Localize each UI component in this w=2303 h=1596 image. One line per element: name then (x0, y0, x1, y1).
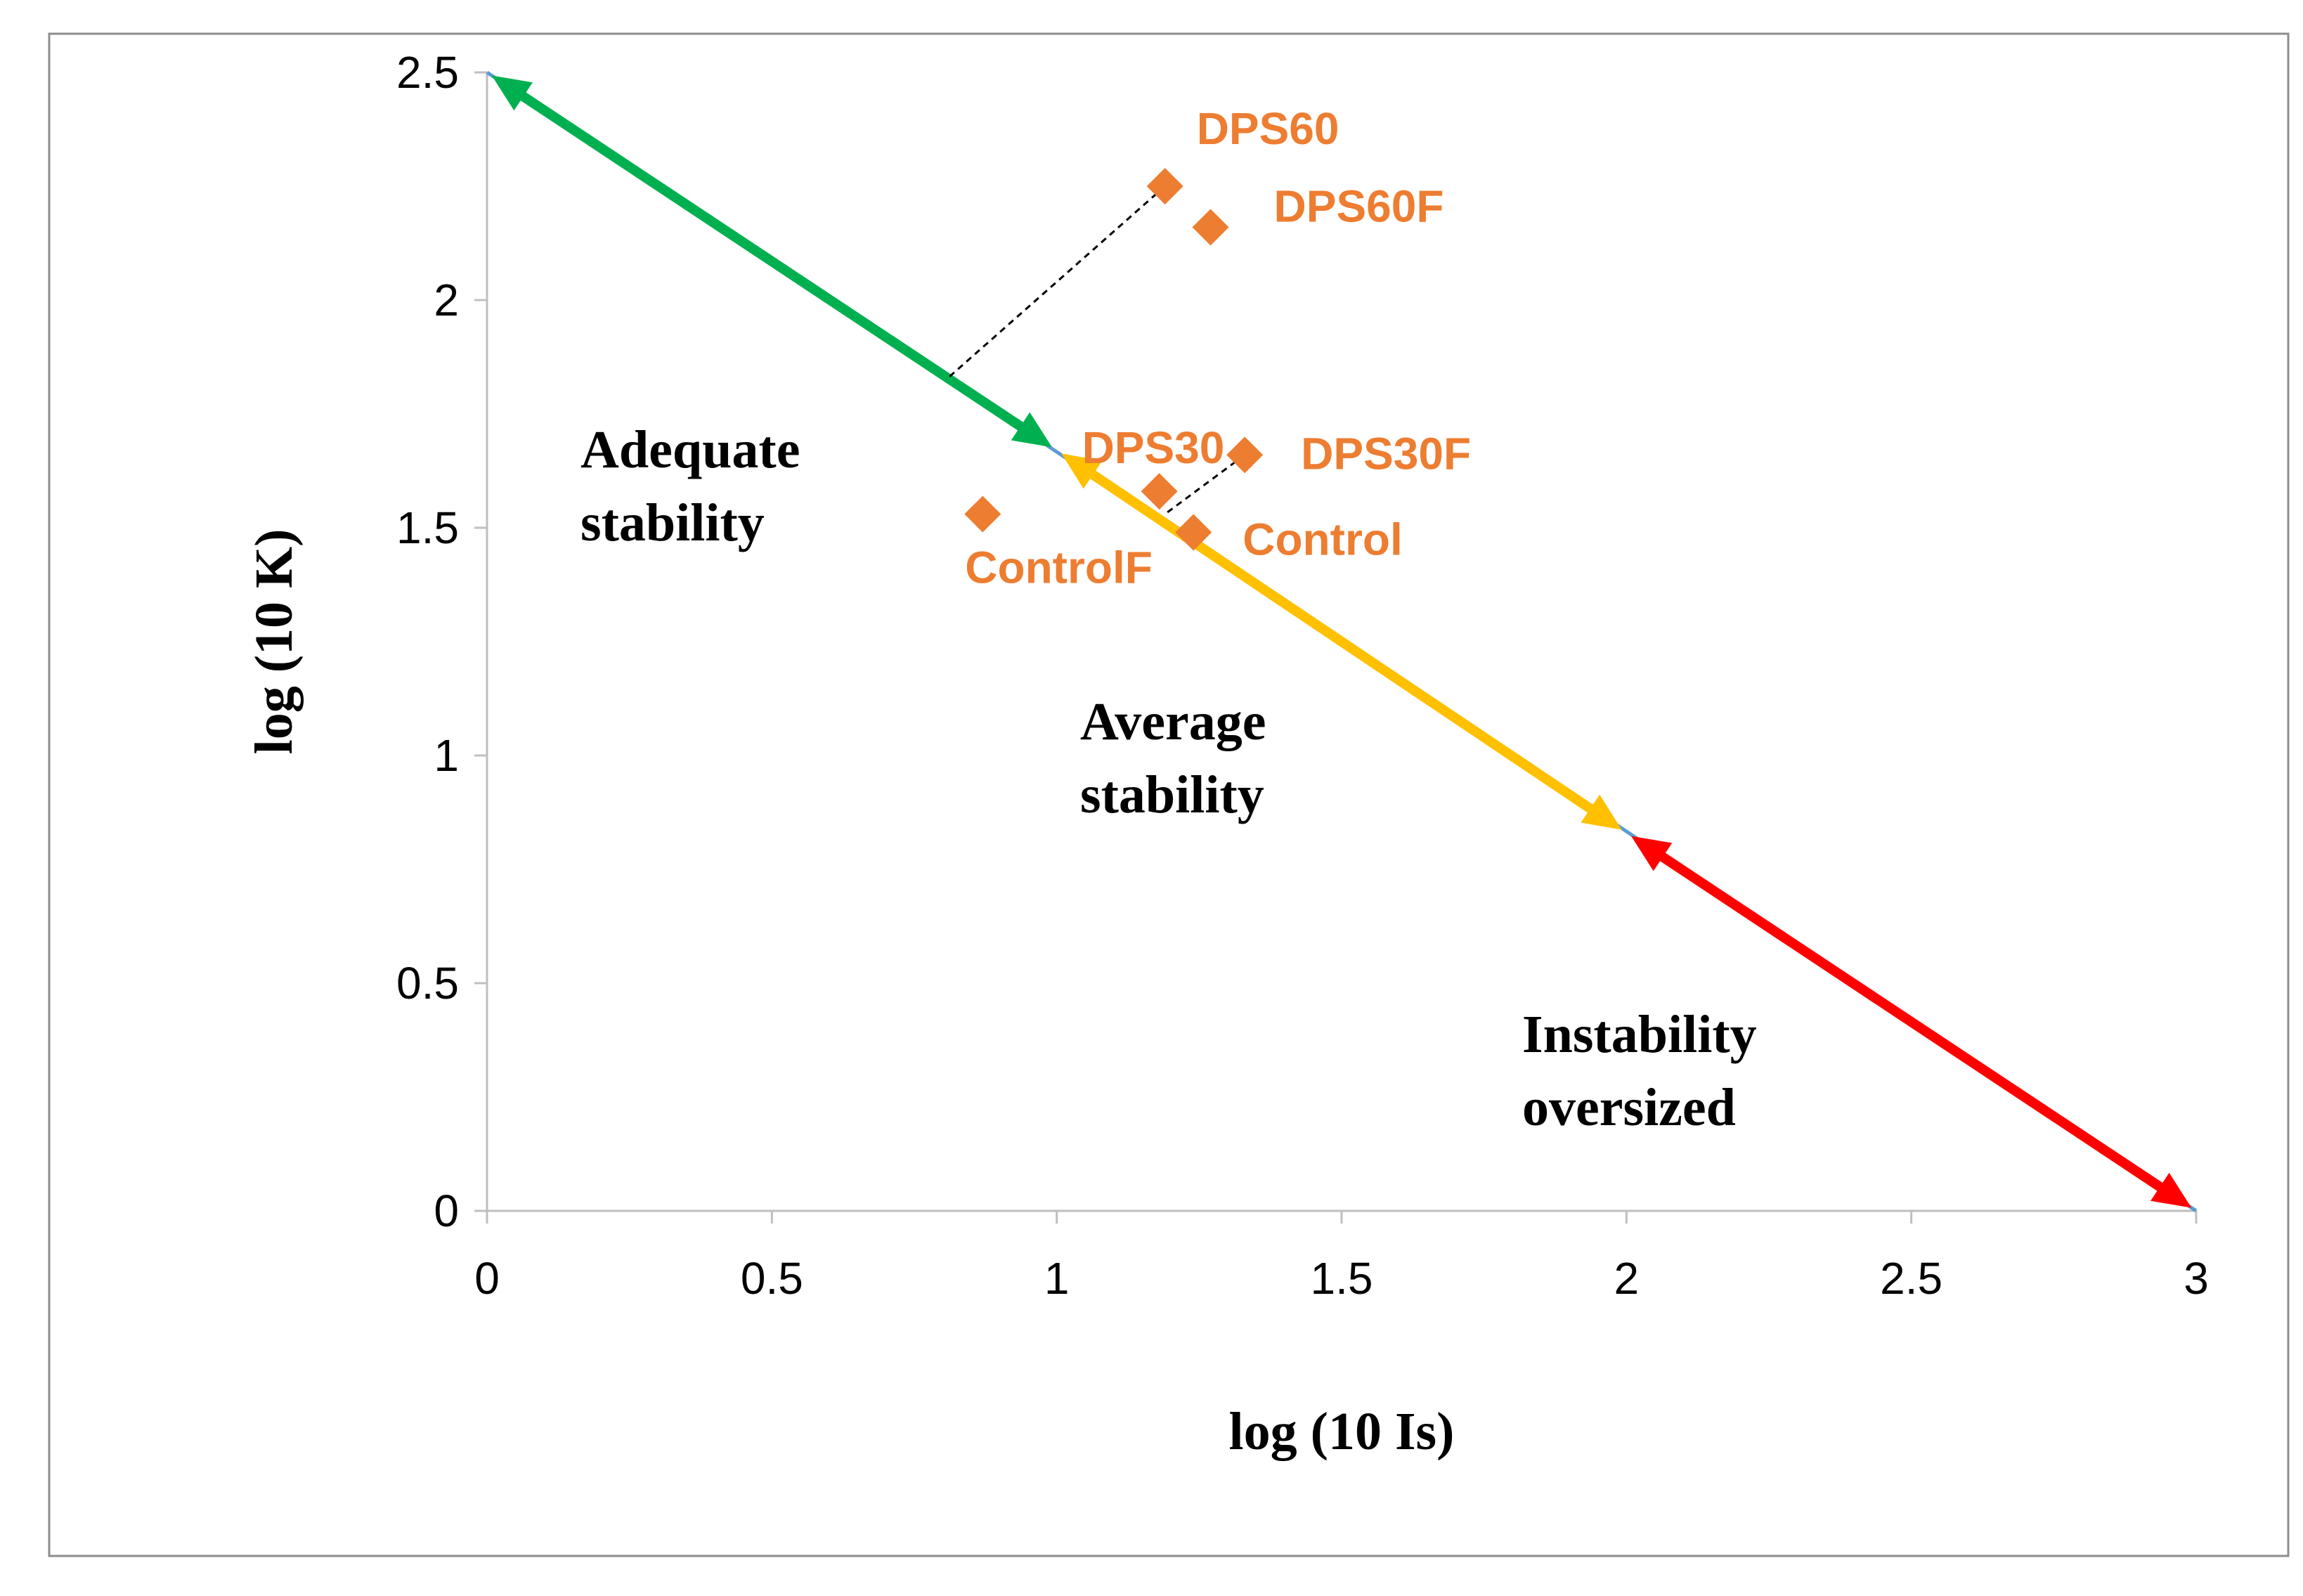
data-point-dps30f (1226, 436, 1264, 474)
instability-region-label-line-2: oversized (1522, 1078, 1736, 1137)
y-tick-label: 1.5 (396, 502, 459, 553)
point-label-dps30: DPS30 (1082, 422, 1225, 473)
data-point-dps30 (1141, 473, 1178, 510)
y-axis-title: log (10 K) (245, 529, 304, 755)
x-tick-label: 1 (1044, 1253, 1070, 1304)
adequate-arrowhead-end (1011, 412, 1053, 448)
average-arrowhead-end (1581, 794, 1622, 830)
instability-arrowhead-end (2150, 1172, 2192, 1208)
y-tick-label: 2.5 (396, 47, 459, 98)
average-stability-line (1077, 462, 1606, 822)
x-tick-label: 1.5 (1311, 1253, 1373, 1304)
chart-border (48, 32, 2290, 1557)
point-label-control: Control (1243, 514, 1403, 564)
average-arrowhead-start (1061, 453, 1103, 489)
dashed-guide-2 (1164, 454, 1246, 515)
point-label-controlf: ControlF (965, 543, 1153, 593)
data-point-dps60 (1146, 168, 1183, 205)
instability-region-label-line-1: Instability (1522, 1005, 1757, 1064)
dashed-guide-1 (947, 185, 1166, 379)
labels: DPS60 DPS60F DPS30 DPS30F Control ControlF Ade… (580, 103, 1757, 1137)
x-tick-label: 2.5 (1880, 1253, 1942, 1304)
adequate-region-label-line-2: stability (580, 493, 765, 552)
point-label-dps60: DPS60 (1197, 103, 1339, 154)
data-point-controlf (964, 495, 1001, 533)
y-tick-label: 1 (434, 730, 459, 781)
stability-lines (486, 70, 2198, 1213)
instability-arrowhead-start (1630, 836, 1673, 871)
adequate-stability-line (507, 84, 1036, 439)
data-point-dps60f (1192, 209, 1229, 246)
x-tick-label: 2 (1614, 1253, 1640, 1304)
dashed-guides (947, 185, 1246, 515)
data-points (964, 168, 1264, 551)
point-label-dps60f: DPS60F (1274, 181, 1444, 231)
adequate-region-label-line-1: Adequate (580, 420, 800, 479)
axes: 0 0.5 1 1.5 2 2.5 3 0 0.5 1 1.5 2 2.5 log (10 Is) log … (245, 47, 2209, 1461)
x-tick-label: 0 (474, 1253, 500, 1304)
average-region-label-line-2: stability (1080, 765, 1264, 824)
adequate-arrowhead-start (491, 75, 533, 111)
x-tick-label: 3 (2184, 1253, 2209, 1304)
average-region-label-line-1: Average (1080, 692, 1266, 751)
point-label-dps30f: DPS30F (1301, 428, 1471, 479)
instability-stability-line (1647, 844, 2176, 1200)
y-tick-label: 0.5 (396, 958, 459, 1008)
x-tick-label: 0.5 (741, 1253, 803, 1304)
x-axis-title: log (10 Is) (1229, 1402, 1455, 1461)
data-point-control (1175, 514, 1212, 551)
y-tick-label: 2 (434, 275, 459, 325)
y-tick-label: 0 (434, 1186, 459, 1236)
